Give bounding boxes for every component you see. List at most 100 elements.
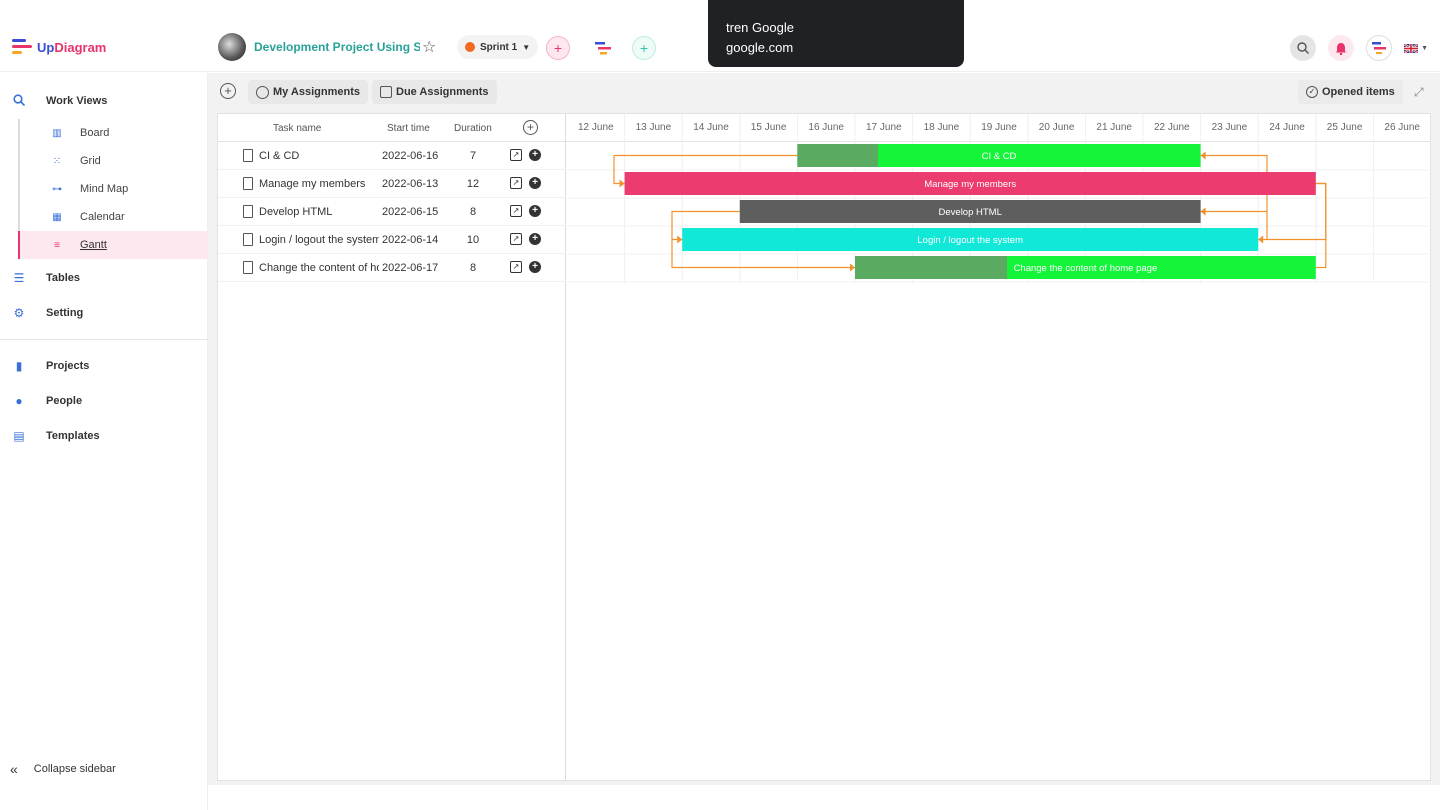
sidebar-item-board[interactable]: ▥ Board: [18, 119, 208, 147]
sidebar-item-label: Templates: [46, 430, 100, 442]
project-title[interactable]: Development Project Using S...: [254, 40, 420, 54]
timeline-day-label: 26 June: [1384, 122, 1420, 133]
open-task-icon[interactable]: ↗: [510, 149, 522, 161]
my-assignments-label: My Assignments: [273, 86, 361, 98]
sidebar-item-label: Grid: [80, 155, 101, 167]
language-flag-icon[interactable]: ▼: [1404, 43, 1428, 53]
task-name[interactable]: Change the content of home page: [259, 262, 379, 274]
task-duration[interactable]: 12: [466, 178, 480, 190]
sidebar-item-projects[interactable]: ▮ Projects: [0, 352, 208, 380]
dependency-arrow: [1200, 207, 1206, 216]
add-subtask-icon[interactable]: +: [529, 233, 541, 245]
task-start[interactable]: 2022-06-16: [382, 150, 439, 162]
sidebar-item-calendar[interactable]: ▦ Calendar: [18, 203, 208, 231]
document-icon: [243, 233, 253, 246]
clipboard-icon: ▤: [13, 429, 25, 443]
chevron-down-icon: ▼: [522, 42, 531, 52]
gantt-chart: CI & CD Manage my members Develop HTML Logi…: [567, 114, 1431, 283]
task-name[interactable]: Login / logout the system: [259, 234, 379, 246]
collapse-sidebar-button[interactable]: « Collapse sidebar: [10, 761, 116, 777]
timeline-day-label: 17 June: [866, 122, 902, 133]
add-subtask-icon[interactable]: +: [529, 149, 541, 161]
gantt-bar-label: CI & CD: [982, 151, 1017, 162]
task-duration[interactable]: 7: [469, 150, 477, 162]
collapse-sidebar-label: Collapse sidebar: [33, 763, 116, 775]
dependency-link: [1315, 182, 1327, 269]
mind-map-icon: ⊶: [52, 183, 62, 195]
add-sprint-button[interactable]: +: [546, 36, 570, 60]
task-name[interactable]: Develop HTML: [259, 206, 333, 218]
document-icon: [243, 205, 253, 218]
search-icon[interactable]: [1290, 35, 1317, 61]
bell-icon[interactable]: [1328, 35, 1355, 61]
brand-logo[interactable]: UpDiagram: [12, 37, 106, 57]
add-subtask-icon[interactable]: +: [529, 177, 541, 189]
add-task-button[interactable]: +: [523, 120, 538, 135]
sidebar-item-setting[interactable]: ⚙ Setting: [0, 299, 208, 327]
column-header-task[interactable]: Task name: [273, 122, 322, 134]
gantt-bar-label: Develop HTML: [939, 207, 1002, 218]
open-task-icon[interactable]: ↗: [510, 177, 522, 189]
user-circle-icon: [256, 85, 269, 99]
task-name[interactable]: Manage my members: [259, 178, 366, 190]
star-icon[interactable]: ☆: [422, 39, 437, 56]
gantt-bar: [739, 200, 1201, 223]
column-header-start[interactable]: Start time: [387, 122, 430, 134]
open-task-icon[interactable]: ↗: [510, 233, 522, 245]
fullscreen-icon[interactable]: ⤢: [1414, 85, 1424, 99]
table-row[interactable]: CI & CD 2022-06-16 7 ↗ +: [218, 142, 566, 170]
add-subtask-icon[interactable]: +: [529, 205, 541, 217]
task-duration[interactable]: 8: [469, 262, 477, 274]
sidebar-item-work-views[interactable]: Work Views: [0, 87, 208, 115]
sidebar-item-mind-map[interactable]: ⊶ Mind Map: [18, 175, 208, 203]
add-item-button[interactable]: +: [220, 83, 236, 99]
column-header-duration[interactable]: Duration: [454, 122, 492, 134]
add-view-button[interactable]: +: [632, 36, 656, 60]
task-duration[interactable]: 10: [466, 234, 480, 246]
sidebar-item-label: Setting: [46, 307, 84, 319]
task-start[interactable]: 2022-06-13: [382, 178, 439, 190]
opened-items-button[interactable]: ✓ Opened items: [1298, 80, 1403, 104]
timeline-day-label: 19 June: [981, 122, 1017, 133]
task-start[interactable]: 2022-06-15: [382, 206, 439, 218]
add-subtask-icon[interactable]: +: [529, 261, 541, 273]
gantt-bar: [797, 144, 1201, 167]
task-duration[interactable]: 8: [469, 206, 477, 218]
timeline-day-label: 24 June: [1269, 122, 1305, 133]
project-avatar[interactable]: [218, 33, 246, 61]
task-name[interactable]: CI & CD: [259, 150, 300, 162]
due-assignments-button[interactable]: Due Assignments: [372, 80, 497, 104]
sidebar: Work Views ▥ Board ⁙ Grid ⊶ Mind Map ▦ C…: [0, 73, 208, 810]
gantt-workarea: + My Assignments Due Assignments ✓ Opene…: [208, 73, 1440, 785]
sidebar-item-grid[interactable]: ⁙ Grid: [18, 147, 208, 175]
table-row[interactable]: Login / logout the system 2022-06-14 10 ↗ +: [218, 226, 566, 254]
open-task-icon[interactable]: ↗: [510, 261, 522, 273]
gantt-view-icon[interactable]: [591, 36, 615, 60]
sidebar-item-label: Calendar: [80, 211, 125, 223]
calendar-icon: ▦: [52, 211, 62, 223]
check-circle-icon: ✓: [1306, 86, 1318, 98]
open-task-icon[interactable]: ↗: [510, 205, 522, 217]
table-row[interactable]: Manage my members 2022-06-13 12 ↗ +: [218, 170, 566, 198]
table-row[interactable]: Change the content of home page2022-06-1…: [218, 254, 566, 282]
task-start[interactable]: 2022-06-14: [382, 234, 439, 246]
table-row[interactable]: Develop HTML 2022-06-15 8 ↗ +: [218, 198, 566, 226]
gantt-bar-label: Change the content of home page: [1014, 263, 1158, 274]
sidebar-item-templates[interactable]: ▤ Templates: [0, 422, 208, 450]
gantt-panel: Task name Start time Duration + CI & CD 2…: [217, 113, 1431, 781]
double-chevron-left-icon: «: [10, 761, 18, 777]
dependency-arrow: [619, 179, 625, 188]
sprint-status-icon: [465, 42, 475, 52]
dependency-link: [671, 239, 855, 269]
sidebar-item-gantt[interactable]: ≡ Gantt: [18, 231, 208, 259]
task-start[interactable]: 2022-06-17: [382, 262, 439, 274]
user-avatar[interactable]: [1366, 35, 1393, 61]
sprint-selector[interactable]: Sprint 1 ▼: [457, 35, 539, 59]
my-assignments-button[interactable]: My Assignments: [248, 80, 369, 104]
sidebar-item-people[interactable]: ● People: [0, 387, 208, 415]
timeline-day-label: 12 June: [578, 122, 614, 133]
book-icon: ▮: [15, 359, 23, 373]
gantt-bar: [682, 228, 1259, 251]
sidebar-item-tables[interactable]: ☰ Tables: [0, 264, 208, 292]
person-icon: ●: [15, 394, 23, 408]
